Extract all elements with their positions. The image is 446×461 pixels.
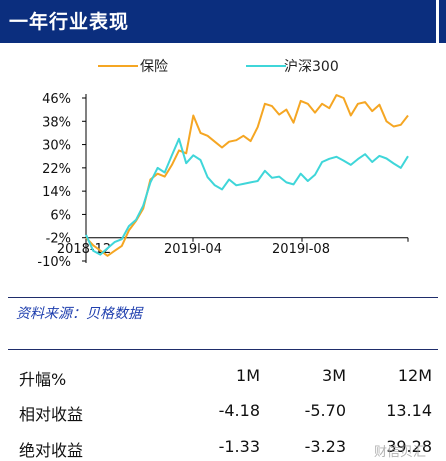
watermark: 财信贝汇	[373, 445, 426, 460]
y-tick-label: 46%	[42, 92, 71, 107]
performance-chart: 保险 沪深300 46% 38% 30% 22% 14% 6% -2% -10% 2018-12…	[37, 59, 409, 270]
section-header: 一年行业表现	[0, 0, 446, 43]
header-divider	[436, 0, 439, 43]
chart-legend: 保险 沪深300	[98, 59, 339, 75]
legend-label-1: 沪深300	[284, 59, 339, 75]
y-axis-ticks: 46% 38% 30% 22% 14% 6% -2% -10%	[37, 92, 86, 270]
chart-lines	[85, 94, 409, 257]
x-tick-label: 2019l-04	[164, 242, 222, 257]
table-header-3m: 3M	[322, 366, 346, 385]
table-cell-absolute-12m: 39.28	[386, 437, 432, 456]
table-row-relative-label: 相对收益	[19, 405, 84, 424]
legend-label-0: 保险	[140, 59, 168, 75]
series-line-0	[85, 94, 409, 257]
table-header-label: 升幅%	[19, 370, 67, 389]
x-axis-ticks: 2018-12 2019l-04 2019l-08	[57, 237, 409, 257]
table-cell-absolute-1m: -1.33	[218, 437, 260, 456]
data-source: 资料来源：贝格数据	[16, 306, 142, 322]
table-cell-relative-12m: 13.14	[386, 401, 432, 420]
y-tick-label: 30%	[42, 139, 71, 154]
y-tick-label: 6%	[50, 208, 71, 223]
divider-table	[8, 349, 438, 350]
table-header-12m: 12M	[397, 366, 432, 385]
table-cell-relative-1m: -4.18	[218, 401, 260, 420]
y-tick-label: 14%	[42, 185, 71, 200]
chart-axes	[85, 94, 408, 263]
table-row-absolute-label: 绝对收益	[19, 441, 84, 460]
series-line-1	[85, 137, 409, 256]
x-tick-label: 2018-12	[57, 242, 111, 257]
table-header-1m: 1M	[236, 366, 260, 385]
y-tick-label: 38%	[42, 115, 71, 130]
section-title: 一年行业表现	[9, 11, 130, 33]
table-cell-relative-3m: -5.70	[304, 401, 346, 420]
x-tick-label: 2019l-08	[272, 242, 330, 257]
table-cell-absolute-3m: -3.23	[304, 437, 346, 456]
y-tick-label: -10%	[37, 255, 71, 270]
divider-top	[8, 297, 438, 298]
y-tick-label: -2%	[46, 232, 71, 247]
header-edge	[440, 0, 446, 43]
y-tick-label: 22%	[42, 162, 71, 177]
